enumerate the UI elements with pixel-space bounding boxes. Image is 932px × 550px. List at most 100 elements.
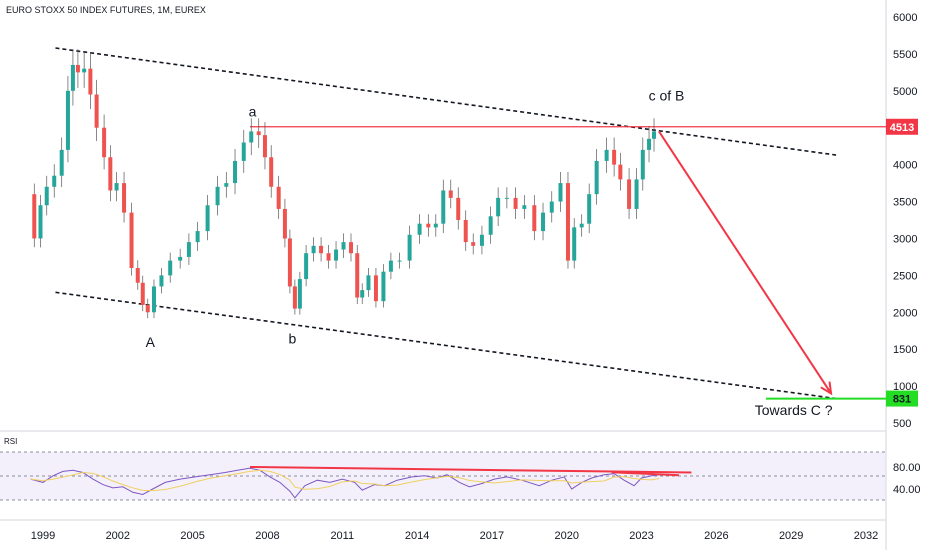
candle-body [572, 227, 577, 261]
wave-label: Towards C ? [755, 402, 833, 418]
price-tick-label: 1500 [893, 344, 917, 356]
wave-annotations: a A b c of B Towards C ? [146, 87, 833, 417]
candle-body [479, 234, 484, 246]
candle-body [565, 183, 570, 261]
candle-body [366, 275, 371, 291]
candle-body [262, 135, 267, 158]
candle-body [102, 127, 107, 158]
candle-body [82, 68, 87, 73]
level-label: 4513 [890, 122, 914, 134]
candle-body [233, 160, 238, 184]
candle-body [224, 183, 229, 187]
price-tick-label: 3500 [893, 197, 917, 209]
rsi-series[interactable]: 80.00 40.00 [30, 462, 921, 499]
candle-body [426, 223, 431, 228]
candle-body [579, 223, 584, 228]
rsi-tick-label: 80.00 [893, 462, 921, 474]
level-badge-831 [886, 390, 918, 407]
time-tick-label: 1999 [31, 530, 55, 542]
candle-body [159, 275, 164, 287]
time-tick-label: 2017 [480, 530, 504, 542]
price-tick-label: 6000 [893, 12, 917, 24]
candle-body [178, 256, 183, 261]
candle-body [627, 179, 632, 209]
time-tick-label: 2002 [106, 530, 130, 542]
candle-body [504, 197, 509, 199]
projection-arrow-shaft[interactable] [658, 130, 832, 395]
candle-body [355, 253, 360, 298]
candle-body [32, 194, 37, 239]
candle-body [463, 220, 468, 243]
price-tick-label: 4000 [893, 160, 917, 172]
candle-body [558, 183, 563, 202]
candle-body [341, 242, 346, 250]
candle-body [319, 245, 324, 254]
candle-body [334, 249, 339, 261]
candle-body [652, 131, 657, 139]
time-axis[interactable]: 1999 2002 2005 2008 2011 2014 2017 2020 2023 2026… [31, 530, 878, 542]
candle-body [604, 149, 609, 161]
rsi-label: RSI [4, 437, 18, 446]
price-level-labels: 4513 831 [886, 118, 918, 407]
candle-body [311, 245, 316, 254]
wave-label: c of B [649, 87, 685, 103]
upper-channel-line[interactable] [55, 47, 837, 156]
candle-body [397, 260, 402, 262]
price-tick-label: 5000 [893, 86, 917, 98]
candle-body [587, 194, 592, 224]
channel-lines[interactable] [55, 47, 837, 400]
candle-body [594, 160, 599, 195]
candle-body [70, 64, 75, 91]
candle-body [151, 286, 156, 313]
candle-body [195, 231, 200, 243]
lower-channel-line[interactable] [55, 291, 837, 400]
candle-body [541, 212, 546, 232]
candle-body [292, 286, 297, 309]
candle-body [65, 90, 70, 150]
candle-body [496, 197, 501, 217]
time-tick-label: 2005 [180, 530, 204, 542]
candle-body [186, 242, 191, 257]
price-tick-label: 500 [893, 418, 911, 430]
price-tick-label: 1000 [893, 381, 917, 393]
level-lines[interactable] [249, 126, 886, 400]
candle-body [612, 149, 617, 165]
candle-body [448, 190, 453, 198]
time-tick-label: 2029 [779, 530, 803, 542]
candle-body [241, 142, 246, 161]
candle-body [135, 267, 140, 283]
time-tick-label: 2023 [629, 530, 653, 542]
time-tick-label: 2020 [554, 530, 578, 542]
candle-body [215, 186, 220, 206]
price-series[interactable] [32, 49, 657, 319]
candle-body [441, 190, 446, 224]
candle-body [140, 282, 145, 305]
rsi-tick-label: 40.00 [893, 484, 921, 496]
candle-body [634, 179, 639, 209]
candle-body [269, 157, 274, 187]
candle-body [129, 212, 134, 268]
candle-body [513, 197, 518, 209]
candle-body [276, 186, 281, 209]
candle-body [94, 94, 99, 128]
projection-arrow[interactable] [658, 130, 833, 396]
candle-body [304, 253, 309, 280]
rsi-divergence-line[interactable] [611, 471, 679, 477]
candle-body [456, 197, 461, 220]
price-tick-label: 3000 [893, 233, 917, 245]
candle-body [282, 208, 287, 239]
candle-body [108, 157, 113, 191]
wave-label: A [146, 334, 156, 350]
candle-body [59, 149, 64, 176]
candle-body [38, 205, 43, 239]
rsi-line[interactable] [30, 467, 660, 499]
candle-body [249, 131, 254, 143]
candle-body [549, 201, 554, 213]
candle-body [145, 304, 150, 313]
price-tick-label: 5500 [893, 49, 917, 61]
candle-body [256, 131, 261, 136]
wave-label: a [249, 104, 257, 120]
wave-label: b [288, 330, 296, 346]
candle-body [433, 223, 438, 228]
